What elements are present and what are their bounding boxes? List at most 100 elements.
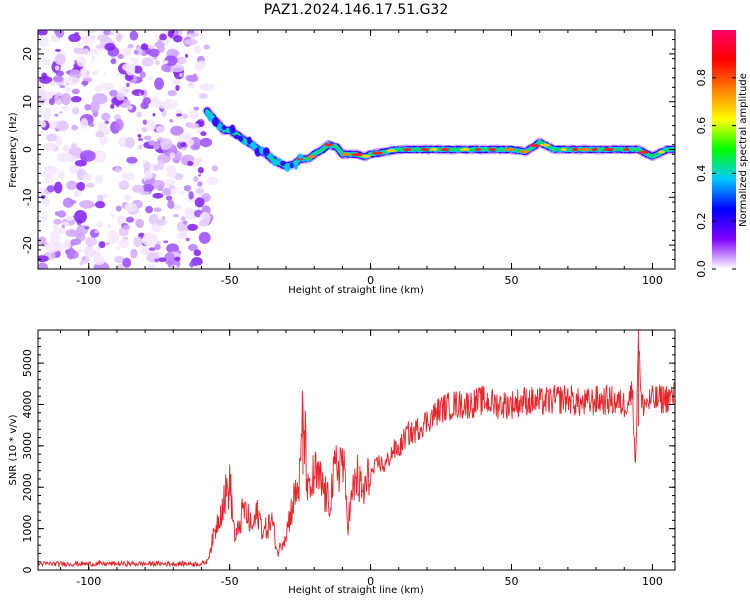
spectrogram-noise-blob (170, 125, 184, 136)
spectrogram-x-tick-label: 100 (642, 274, 663, 287)
spectrogram-noise-blob (73, 215, 77, 219)
spectrogram-noise-blob (53, 181, 63, 194)
spectrogram-noise-blob (38, 255, 49, 263)
spectrogram-noise-blob (187, 122, 200, 129)
spectrogram-noise-blob (140, 43, 149, 51)
spectrogram-noise-blob (145, 48, 152, 55)
colorbar-ticks: 0.0 0.2 0.4 0.6 0.8 (695, 69, 736, 278)
colorbar-tick-label: 0.0 (695, 260, 708, 278)
spectrogram-noise-blob (139, 71, 146, 79)
snr-x-axis-label: Height of straight line (km) (288, 585, 424, 596)
spectrogram-onset-blob (216, 124, 223, 131)
spectrogram-noise-blob (199, 137, 213, 148)
spectrogram-noise-blob (41, 56, 50, 66)
spectrogram-onset-blob (289, 162, 294, 168)
spectrogram-noise-blob (91, 203, 96, 207)
spectrogram-noise-blob (98, 241, 106, 249)
spectrogram-hot-spot (307, 155, 316, 159)
snr-series (38, 330, 675, 568)
spectrogram-noise-blob (211, 165, 219, 172)
spectrogram-noise-blob (169, 167, 177, 179)
spectrogram-onset-blob (293, 160, 299, 170)
spectrogram-noise-blob (173, 173, 184, 181)
spectrogram-noise-blob (76, 56, 86, 68)
spectrogram-noise-blob (106, 230, 120, 244)
chart-title: PAZ1.2024.146.17.51.G32 (264, 2, 449, 18)
spectrogram-noise-blob (174, 256, 181, 262)
spectrogram-noise-blob (45, 241, 61, 253)
spectrogram-onset-blob (262, 147, 270, 157)
spectrogram-noise-blob (103, 30, 112, 36)
spectrogram-noise-blob (38, 186, 44, 197)
spectrogram-noise-blob (155, 218, 167, 226)
spectrogram-noise-blob (194, 62, 204, 72)
spectrogram-onset-blob (241, 140, 249, 145)
spectrogram-noise-blob (95, 131, 105, 138)
spectrogram-noise-blob (206, 176, 218, 186)
spectrogram-noise-blob (71, 88, 80, 95)
spectrogram-noise-blob (106, 242, 110, 246)
spectrogram-noise-blob (52, 224, 60, 231)
spectrogram-noise-blob (79, 150, 96, 162)
spectrogram-noise-blob (118, 238, 130, 249)
spectrogram-noise-blob (160, 137, 173, 150)
colorbar-label: Normalized spectral amplitude (738, 73, 749, 227)
spectrogram-noise-blob (130, 248, 138, 259)
snr-y-tick-label: 2000 (21, 473, 34, 501)
spectrogram-noise-blob (147, 264, 156, 269)
spectrogram-noise-blob (109, 89, 119, 97)
spectrogram-hot-spot (361, 154, 371, 158)
spectrogram-noise-blob (197, 181, 203, 187)
spectrogram-noise-blob (123, 194, 132, 201)
spectrogram-noise-blob (84, 30, 92, 36)
spectrogram-noise-blob (79, 199, 95, 209)
snr-plot-area (38, 330, 675, 570)
spectrogram-noise-blob (39, 120, 47, 128)
colorbar-tick-label: 0.6 (695, 117, 708, 135)
spectrogram-noise-blob (140, 244, 149, 256)
spectrogram-noise-blob (101, 112, 111, 121)
spectrogram-noise-blob (54, 92, 64, 105)
spectrogram-noise-blob (104, 120, 110, 125)
spectrogram-onset-blob (284, 162, 291, 172)
spectrogram-noise-blob (66, 180, 78, 191)
spectrogram-hot-spot (371, 151, 384, 155)
spectrogram-noise-blob (97, 194, 104, 202)
spectrogram-noise-blob (110, 103, 115, 110)
spectrogram-noise-blob (82, 173, 93, 182)
spectrogram-hot-spot (420, 148, 430, 151)
spectrogram-y-axis-label: Frequency (Hz) (8, 112, 19, 188)
spectrogram-noise-blob (65, 229, 78, 238)
spectrogram-noise-blob (162, 60, 169, 64)
spectrogram-noise-blob (190, 143, 201, 151)
spectrogram-noise-blob (193, 30, 199, 34)
spectrogram-noise-blob (133, 236, 143, 248)
spectrogram-noise-blob (137, 137, 144, 142)
spectrogram-noise-blob (70, 238, 82, 246)
spectrogram-noise-blob (116, 245, 120, 251)
spectrogram-noise-blob (74, 47, 87, 55)
spectrogram-noise-blob (181, 113, 189, 119)
spectrogram-y-ticks: -20 -10 0 10 20 (21, 29, 675, 270)
spectrogram-noise-blob (95, 44, 102, 49)
spectrogram-noise-blob (172, 79, 182, 85)
spectrogram-noise-blob (77, 248, 84, 253)
snr-x-tick-label: 50 (505, 575, 519, 588)
spectrogram-noise-blob (92, 70, 99, 75)
spectrogram-noise-blob (97, 122, 108, 130)
spectrogram-noise-blob (138, 92, 142, 96)
spectrogram-y-tick-label: -10 (21, 188, 34, 206)
spectrogram-noise-blob (148, 48, 160, 58)
snr-x-tick-label: 100 (642, 575, 663, 588)
spectrogram-noise-blob (90, 60, 94, 64)
colorbar-tick-label: 0.2 (695, 212, 708, 230)
spectrogram-noise-blob (90, 48, 99, 56)
spectrogram-noise-blob (71, 124, 79, 131)
spectrogram-noise-blob (43, 109, 52, 121)
spectrogram-noise-blob (79, 261, 84, 266)
spectrogram-hot-spot (430, 148, 438, 151)
spectrogram-noise-blob (130, 57, 134, 61)
spectrogram-noise-blob (84, 236, 98, 247)
spectrogram-hot-spot (475, 148, 482, 151)
spectrogram-onset-blob (238, 135, 244, 142)
